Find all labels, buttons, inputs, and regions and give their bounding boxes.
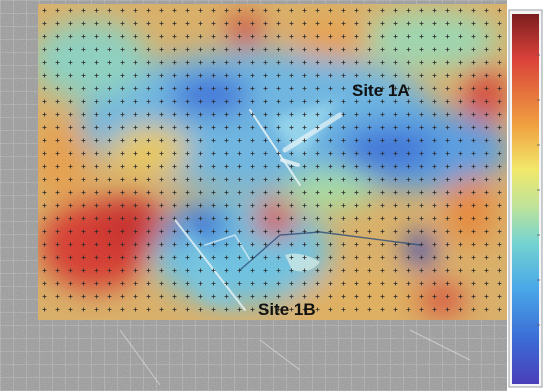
strain-color-map (38, 4, 507, 320)
site-1b-label: Site 1B (258, 300, 316, 319)
colorbar (508, 9, 543, 388)
site-1a-label: Site 1A (352, 81, 410, 100)
